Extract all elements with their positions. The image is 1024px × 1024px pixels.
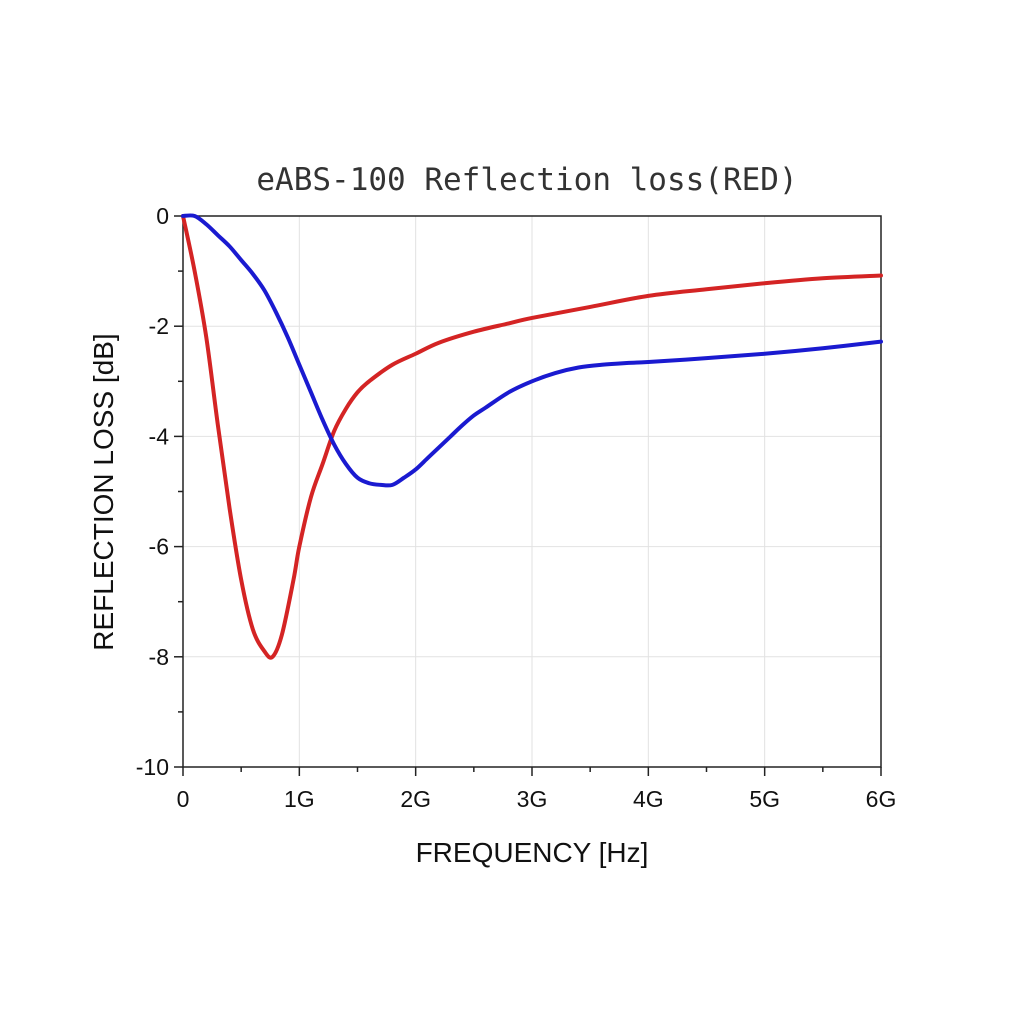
y-tick-label: -2 [149,313,169,339]
x-tick-label: 3G [517,786,548,812]
x-tick-label: 5G [749,786,780,812]
x-tick-label: 2G [400,786,431,812]
axis-ticks [174,215,882,776]
x-tick-label: 1G [284,786,315,812]
series-line-red [181,214,883,660]
x-tick-label: 6G [866,786,897,812]
chart-title: eABS-100 Reflection loss(RED) [256,162,797,198]
x-tick-labels: 0 1G 2G 3G 4G 5G 6G [177,786,897,812]
x-axis-label: FREQUENCY [Hz] [416,837,649,868]
x-tick-label: 0 [177,786,190,812]
grid-lines [183,216,881,767]
y-tick-label: -4 [149,423,170,449]
y-tick-label: -6 [149,534,169,560]
y-tick-labels: 0 -2 -4 -6 -8 -10 [136,203,169,780]
x-tick-label: 4G [633,786,664,812]
series-line-blue [181,213,883,488]
y-axis-label: REFLECTION LOSS [dB] [88,333,119,650]
y-tick-label: -10 [136,754,169,780]
y-tick-label: 0 [156,203,169,229]
y-tick-label: -8 [149,644,169,670]
series-layer [181,213,883,660]
